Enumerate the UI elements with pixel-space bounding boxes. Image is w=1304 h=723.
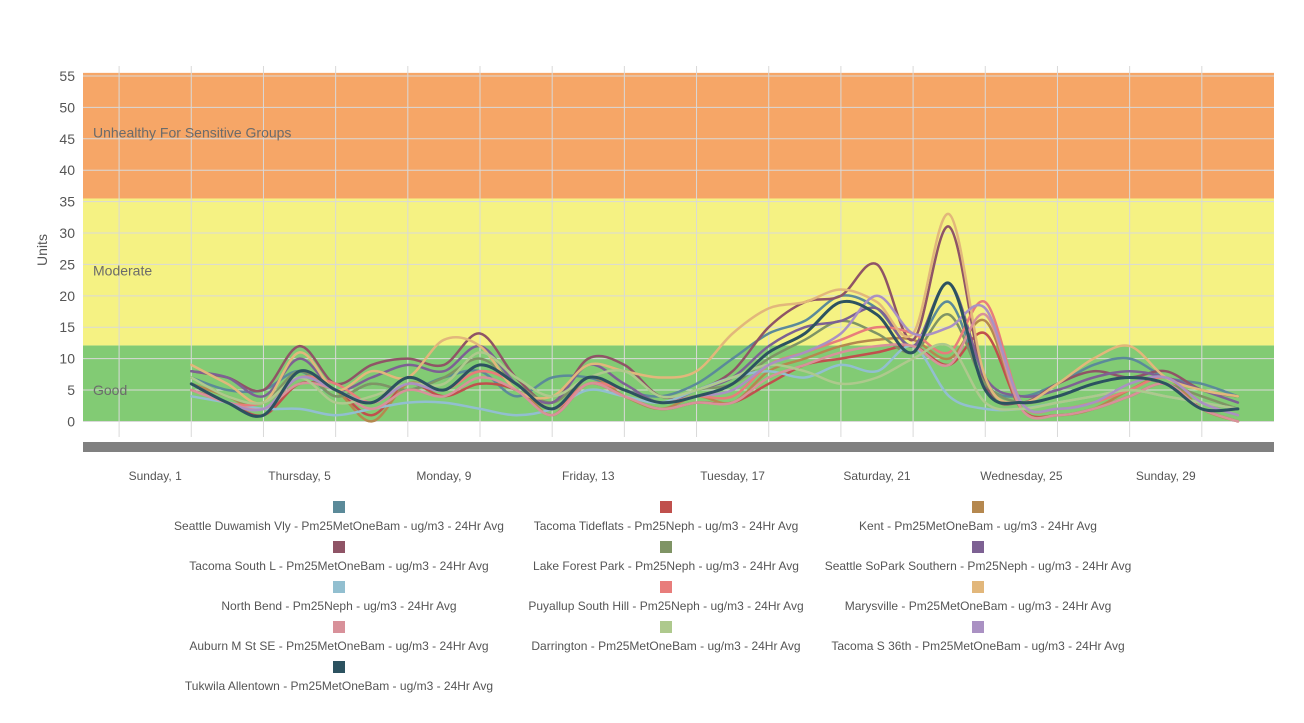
legend-swatch — [972, 501, 984, 513]
x-tick-label: Monday, 9 — [416, 469, 471, 483]
y-tick-label: 15 — [59, 319, 75, 335]
legend-label: North Bend - Pm25Neph - ug/m3 - 24Hr Avg — [221, 599, 457, 613]
x-tick-label: Saturday, 21 — [843, 469, 910, 483]
chart-legend: Seattle Duwamish Vly - Pm25MetOneBam - u… — [0, 497, 1304, 723]
y-tick-label: 10 — [59, 351, 75, 367]
navigator-scrollbar[interactable] — [83, 442, 1274, 452]
legend-item[interactable]: Tacoma Tideflats - Pm25Neph - ug/m3 - 24… — [486, 501, 846, 533]
band-label: Moderate — [93, 263, 152, 279]
y-tick-label: 20 — [59, 288, 75, 304]
series-line[interactable] — [190, 212, 1240, 405]
legend-swatch — [660, 501, 672, 513]
legend-swatch — [333, 581, 345, 593]
legend-swatch — [660, 541, 672, 553]
y-axis: 0 5 10 15 20 25 30 35 40 45 50 55 — [59, 68, 75, 429]
y-tick-label: 25 — [59, 256, 75, 272]
legend-item[interactable]: North Bend - Pm25Neph - ug/m3 - 24Hr Avg — [159, 581, 519, 613]
x-tick-label: Friday, 13 — [562, 469, 615, 483]
x-tick-label: Tuesday, 17 — [700, 469, 765, 483]
legend-item[interactable]: Puyallup South Hill - Pm25Neph - ug/m3 -… — [486, 581, 846, 613]
x-tick-label: Sunday, 29 — [1136, 469, 1196, 483]
legend-item[interactable]: Seattle Duwamish Vly - Pm25MetOneBam - u… — [159, 501, 519, 533]
y-tick-label: 0 — [67, 413, 75, 429]
legend-label: Marysville - Pm25MetOneBam - ug/m3 - 24H… — [844, 599, 1112, 613]
legend-item[interactable]: Tacoma S 36th - Pm25MetOneBam - ug/m3 - … — [798, 621, 1158, 653]
band-label: Unhealthy For Sensitive Groups — [93, 125, 291, 141]
legend-swatch — [333, 621, 345, 633]
y-tick-label: 5 — [67, 382, 75, 398]
series-line[interactable] — [190, 312, 1240, 423]
legend-label: Tacoma Tideflats - Pm25Neph - ug/m3 - 24… — [533, 519, 799, 533]
legend-label: Tacoma S 36th - Pm25MetOneBam - ug/m3 - … — [831, 639, 1125, 653]
legend-label: Darrington - Pm25MetOneBam - ug/m3 - 24H… — [531, 639, 801, 653]
y-tick-label: 40 — [59, 162, 75, 178]
legend-item[interactable]: Tukwila Allentown - Pm25MetOneBam - ug/m… — [159, 661, 519, 693]
legend-label: Kent - Pm25MetOneBam - ug/m3 - 24Hr Avg — [859, 519, 1097, 533]
chart-svg: Good Moderate Unhealthy For Sensitive Grou… — [34, 66, 1274, 483]
legend-item[interactable]: Tacoma South L - Pm25MetOneBam - ug/m3 -… — [159, 541, 519, 573]
legend-label: Puyallup South Hill - Pm25Neph - ug/m3 -… — [528, 599, 804, 613]
legend-item[interactable]: Kent - Pm25MetOneBam - ug/m3 - 24Hr Avg — [798, 501, 1158, 533]
x-tick-label: Sunday, 1 — [129, 469, 182, 483]
legend-label: Seattle Duwamish Vly - Pm25MetOneBam - u… — [174, 519, 504, 533]
y-tick-label: 50 — [59, 99, 75, 115]
legend-swatch — [660, 581, 672, 593]
y-tick-label: 35 — [59, 194, 75, 210]
legend-swatch — [660, 621, 672, 633]
legend-label: Seattle SoPark Southern - Pm25Neph - ug/… — [824, 559, 1132, 573]
x-tick-label: Thursday, 5 — [268, 469, 331, 483]
legend-item[interactable]: Seattle SoPark Southern - Pm25Neph - ug/… — [798, 541, 1158, 573]
band-unhealthy-for-sensitive-groups — [83, 72, 1274, 199]
series-line[interactable] — [189, 281, 1240, 418]
legend-swatch — [972, 581, 984, 593]
legend-label: Lake Forest Park - Pm25Neph - ug/m3 - 24… — [533, 559, 799, 573]
legend-item[interactable]: Lake Forest Park - Pm25Neph - ug/m3 - 24… — [486, 541, 846, 573]
legend-swatch — [972, 621, 984, 633]
legend-swatch — [972, 541, 984, 553]
x-tick-label: Wednesday, 25 — [980, 469, 1063, 483]
y-axis-label: Units — [34, 234, 50, 266]
x-axis: Sunday, 1 Thursday, 5 Monday, 9 Friday, 13 T… — [129, 469, 1196, 483]
legend-item[interactable]: Auburn M St SE - Pm25MetOneBam - ug/m3 -… — [159, 621, 519, 653]
legend-label: Auburn M St SE - Pm25MetOneBam - ug/m3 -… — [189, 639, 489, 653]
y-tick-label: 55 — [59, 68, 75, 84]
band-moderate — [83, 198, 1274, 346]
series-line[interactable] — [190, 342, 1240, 411]
legend-swatch — [333, 661, 345, 673]
legend-item[interactable]: Marysville - Pm25MetOneBam - ug/m3 - 24H… — [798, 581, 1158, 613]
band-label: Good — [93, 382, 127, 398]
y-tick-label: 45 — [59, 131, 75, 147]
bands — [83, 72, 1274, 422]
series — [189, 212, 1240, 423]
legend-label: Tacoma South L - Pm25MetOneBam - ug/m3 -… — [189, 559, 489, 573]
legend-swatch — [333, 541, 345, 553]
legend-swatch — [333, 501, 345, 513]
legend-item[interactable]: Darrington - Pm25MetOneBam - ug/m3 - 24H… — [486, 621, 846, 653]
y-tick-label: 30 — [59, 225, 75, 241]
legend-label: Tukwila Allentown - Pm25MetOneBam - ug/m… — [184, 679, 494, 693]
